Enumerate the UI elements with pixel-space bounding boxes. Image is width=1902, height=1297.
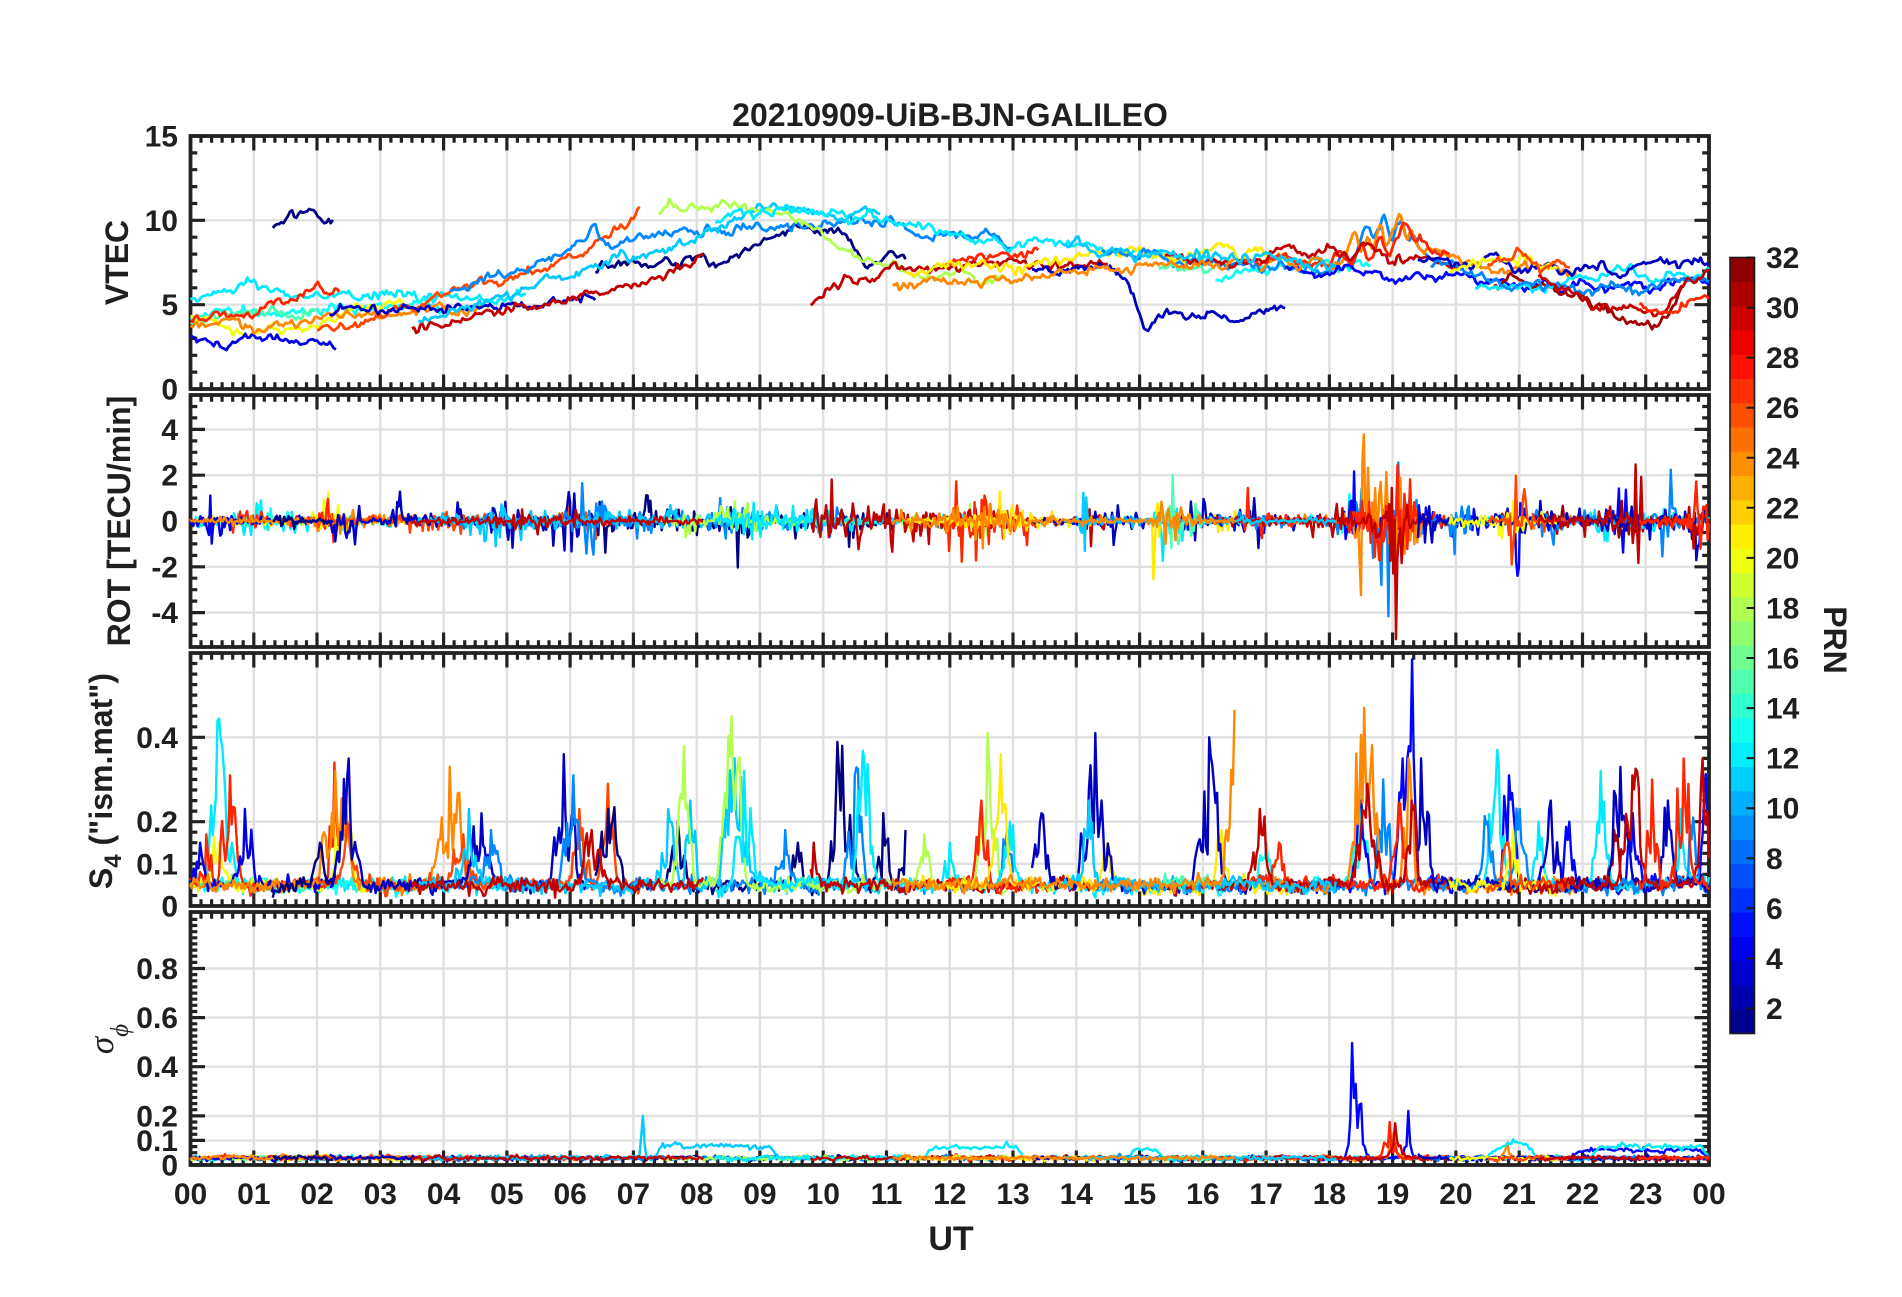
- svg-text:05: 05: [490, 1178, 523, 1211]
- svg-text:09: 09: [743, 1178, 776, 1211]
- svg-text:15: 15: [1123, 1178, 1156, 1211]
- svg-text:0: 0: [161, 1150, 178, 1183]
- svg-text:UT: UT: [928, 1220, 974, 1258]
- svg-text:12: 12: [933, 1178, 966, 1211]
- svg-text:03: 03: [364, 1178, 397, 1211]
- svg-text:0.6: 0.6: [136, 1002, 178, 1035]
- svg-text:14: 14: [1766, 693, 1800, 726]
- svg-text:0.4: 0.4: [136, 1051, 178, 1084]
- svg-text:01: 01: [237, 1178, 270, 1211]
- svg-text:21: 21: [1503, 1178, 1536, 1211]
- svg-text:10: 10: [807, 1178, 840, 1211]
- svg-text:-4: -4: [151, 597, 178, 630]
- svg-text:0: 0: [161, 374, 178, 407]
- svg-text:10: 10: [1766, 793, 1799, 826]
- svg-text:0: 0: [161, 506, 178, 539]
- svg-text:6: 6: [1766, 893, 1783, 926]
- svg-text:0.1: 0.1: [136, 1125, 178, 1158]
- svg-text:15: 15: [145, 121, 178, 154]
- svg-text:2: 2: [161, 460, 178, 493]
- svg-text:0.2: 0.2: [136, 806, 178, 839]
- svg-text:-2: -2: [151, 551, 178, 584]
- svg-text:16: 16: [1186, 1178, 1219, 1211]
- svg-text:26: 26: [1766, 392, 1799, 425]
- svg-text:00: 00: [174, 1178, 207, 1211]
- svg-text:20: 20: [1439, 1178, 1472, 1211]
- svg-text:0.8: 0.8: [136, 953, 178, 986]
- svg-text:4: 4: [1766, 943, 1783, 976]
- svg-text:11: 11: [871, 1178, 903, 1211]
- svg-text:14: 14: [1060, 1178, 1094, 1211]
- svg-text:22: 22: [1766, 492, 1799, 525]
- svg-text:0: 0: [161, 891, 178, 924]
- svg-text:12: 12: [1766, 743, 1799, 776]
- svg-text:PRN: PRN: [1817, 606, 1853, 674]
- svg-text:20: 20: [1766, 542, 1799, 575]
- svg-text:08: 08: [680, 1178, 713, 1211]
- svg-text:4: 4: [161, 414, 178, 447]
- svg-text:30: 30: [1766, 292, 1799, 325]
- svg-text:04: 04: [427, 1178, 461, 1211]
- svg-text:VTEC: VTEC: [99, 220, 135, 305]
- svg-text:18: 18: [1313, 1178, 1346, 1211]
- svg-text:0.4: 0.4: [136, 722, 178, 755]
- svg-text:2: 2: [1766, 993, 1783, 1026]
- svg-text:22: 22: [1566, 1178, 1599, 1211]
- svg-text:06: 06: [553, 1178, 586, 1211]
- svg-text:20210909-UiB-BJN-GALILEO: 20210909-UiB-BJN-GALILEO: [732, 97, 1168, 133]
- svg-text:ROT [TECU/min]: ROT [TECU/min]: [101, 396, 137, 647]
- svg-text:17: 17: [1249, 1178, 1282, 1211]
- svg-text:23: 23: [1629, 1178, 1662, 1211]
- svg-text:16: 16: [1766, 643, 1799, 676]
- svg-text:8: 8: [1766, 843, 1783, 876]
- svg-text:32: 32: [1766, 242, 1799, 275]
- svg-text:0.1: 0.1: [136, 848, 178, 881]
- svg-text:0.2: 0.2: [136, 1100, 178, 1133]
- svg-text:13: 13: [996, 1178, 1029, 1211]
- svg-text:07: 07: [617, 1178, 650, 1211]
- svg-text:10: 10: [145, 205, 178, 238]
- svg-text:02: 02: [300, 1178, 333, 1211]
- svg-text:28: 28: [1766, 342, 1799, 375]
- svg-text:00: 00: [1692, 1178, 1725, 1211]
- svg-text:24: 24: [1766, 442, 1800, 475]
- svg-text:19: 19: [1376, 1178, 1409, 1211]
- svg-text:5: 5: [161, 289, 178, 322]
- svg-text:18: 18: [1766, 592, 1799, 625]
